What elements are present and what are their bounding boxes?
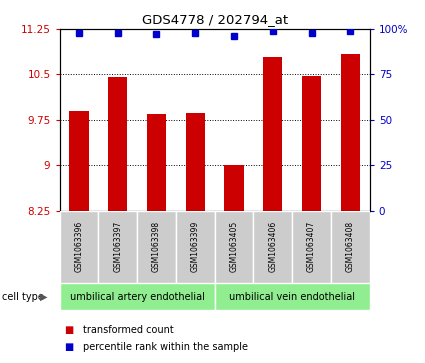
Bar (176, 211, 215, 283)
Bar (331, 211, 370, 283)
Bar (108, 77, 128, 211)
Bar (263, 57, 283, 211)
Text: umbilical artery endothelial: umbilical artery endothelial (70, 292, 204, 302)
Text: ■: ■ (64, 342, 73, 352)
Bar (341, 54, 360, 211)
Text: GSM1063396: GSM1063396 (74, 221, 83, 273)
Bar (292, 211, 331, 283)
Bar (98, 211, 137, 283)
Title: GDS4778 / 202794_at: GDS4778 / 202794_at (142, 13, 288, 26)
Text: percentile rank within the sample: percentile rank within the sample (83, 342, 248, 352)
Bar (224, 165, 244, 211)
Bar (215, 211, 253, 283)
Text: ■: ■ (64, 325, 73, 335)
Text: transformed count: transformed count (83, 325, 174, 335)
Text: GSM1063405: GSM1063405 (230, 221, 238, 273)
Bar (60, 211, 98, 283)
Text: GSM1063408: GSM1063408 (346, 221, 355, 272)
Bar (186, 113, 205, 211)
Text: cell type: cell type (2, 292, 44, 302)
Bar (253, 211, 292, 283)
Bar (137, 211, 176, 283)
Bar (302, 76, 321, 211)
Text: GSM1063406: GSM1063406 (268, 221, 277, 273)
Bar (69, 111, 88, 211)
Text: GSM1063399: GSM1063399 (191, 221, 200, 273)
Text: GSM1063398: GSM1063398 (152, 221, 161, 272)
Text: GSM1063407: GSM1063407 (307, 221, 316, 273)
Bar (147, 114, 166, 211)
Text: ▶: ▶ (40, 292, 47, 302)
Bar (60, 283, 215, 310)
Text: umbilical vein endothelial: umbilical vein endothelial (229, 292, 355, 302)
Bar (215, 283, 370, 310)
Text: GSM1063397: GSM1063397 (113, 221, 122, 273)
